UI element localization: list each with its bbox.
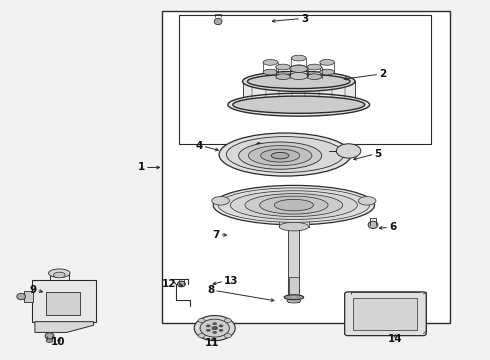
Ellipse shape bbox=[284, 295, 304, 300]
Bar bbox=[162, 12, 450, 323]
Ellipse shape bbox=[233, 96, 365, 113]
Text: 2: 2 bbox=[379, 69, 387, 79]
Ellipse shape bbox=[247, 74, 350, 89]
Polygon shape bbox=[243, 81, 355, 105]
Ellipse shape bbox=[53, 272, 65, 278]
Ellipse shape bbox=[358, 197, 376, 205]
Text: 3: 3 bbox=[301, 14, 308, 24]
Ellipse shape bbox=[276, 64, 291, 70]
Ellipse shape bbox=[198, 334, 205, 338]
Ellipse shape bbox=[307, 74, 322, 80]
Ellipse shape bbox=[206, 325, 210, 327]
Ellipse shape bbox=[320, 59, 334, 65]
Ellipse shape bbox=[263, 69, 278, 75]
Ellipse shape bbox=[230, 191, 357, 220]
Bar bbox=[46, 292, 80, 315]
Bar bbox=[289, 277, 299, 302]
Ellipse shape bbox=[198, 318, 205, 323]
Ellipse shape bbox=[290, 65, 308, 72]
Ellipse shape bbox=[290, 72, 308, 80]
Ellipse shape bbox=[239, 142, 322, 169]
Bar bbox=[32, 280, 96, 321]
Ellipse shape bbox=[218, 188, 369, 222]
Ellipse shape bbox=[219, 329, 223, 331]
Ellipse shape bbox=[219, 133, 351, 176]
Ellipse shape bbox=[226, 136, 343, 172]
Ellipse shape bbox=[276, 74, 291, 80]
FancyBboxPatch shape bbox=[344, 292, 426, 336]
Ellipse shape bbox=[213, 185, 374, 225]
Ellipse shape bbox=[292, 55, 306, 61]
Bar bbox=[24, 291, 33, 302]
Ellipse shape bbox=[287, 299, 301, 303]
Ellipse shape bbox=[46, 339, 53, 342]
Ellipse shape bbox=[224, 334, 231, 338]
Text: 8: 8 bbox=[207, 285, 214, 296]
Ellipse shape bbox=[177, 281, 185, 287]
Text: 4: 4 bbox=[195, 141, 202, 151]
Ellipse shape bbox=[200, 319, 229, 337]
Ellipse shape bbox=[213, 323, 217, 325]
Polygon shape bbox=[35, 321, 94, 332]
Text: 13: 13 bbox=[224, 276, 239, 286]
Ellipse shape bbox=[245, 194, 343, 217]
Ellipse shape bbox=[263, 59, 278, 65]
Text: 9: 9 bbox=[29, 285, 36, 295]
Text: 12: 12 bbox=[162, 279, 176, 289]
Text: 14: 14 bbox=[388, 333, 403, 343]
Ellipse shape bbox=[292, 65, 306, 71]
Ellipse shape bbox=[212, 197, 229, 205]
Ellipse shape bbox=[214, 18, 222, 25]
Ellipse shape bbox=[228, 93, 369, 116]
Bar bbox=[289, 226, 299, 302]
Ellipse shape bbox=[213, 331, 217, 333]
Ellipse shape bbox=[17, 293, 25, 300]
Ellipse shape bbox=[206, 329, 210, 331]
Ellipse shape bbox=[248, 145, 312, 166]
Ellipse shape bbox=[243, 71, 355, 91]
Ellipse shape bbox=[271, 152, 289, 159]
Ellipse shape bbox=[224, 318, 231, 323]
Ellipse shape bbox=[368, 221, 378, 228]
Text: 6: 6 bbox=[389, 222, 396, 232]
Polygon shape bbox=[251, 142, 275, 152]
Ellipse shape bbox=[45, 333, 54, 339]
Text: 10: 10 bbox=[51, 337, 66, 347]
Ellipse shape bbox=[279, 222, 309, 231]
Ellipse shape bbox=[260, 196, 328, 214]
Ellipse shape bbox=[194, 316, 235, 341]
Ellipse shape bbox=[212, 326, 218, 330]
Ellipse shape bbox=[320, 69, 334, 75]
Ellipse shape bbox=[274, 199, 314, 211]
Bar bbox=[353, 298, 417, 330]
Text: 11: 11 bbox=[204, 338, 219, 348]
Bar bbox=[279, 203, 309, 226]
Bar bbox=[179, 15, 431, 144]
Ellipse shape bbox=[219, 325, 223, 327]
Ellipse shape bbox=[261, 149, 300, 162]
Ellipse shape bbox=[49, 269, 70, 278]
Ellipse shape bbox=[336, 144, 361, 158]
Text: 1: 1 bbox=[138, 162, 145, 172]
Text: 7: 7 bbox=[212, 230, 220, 239]
Text: 5: 5 bbox=[374, 149, 382, 159]
Ellipse shape bbox=[307, 64, 322, 70]
